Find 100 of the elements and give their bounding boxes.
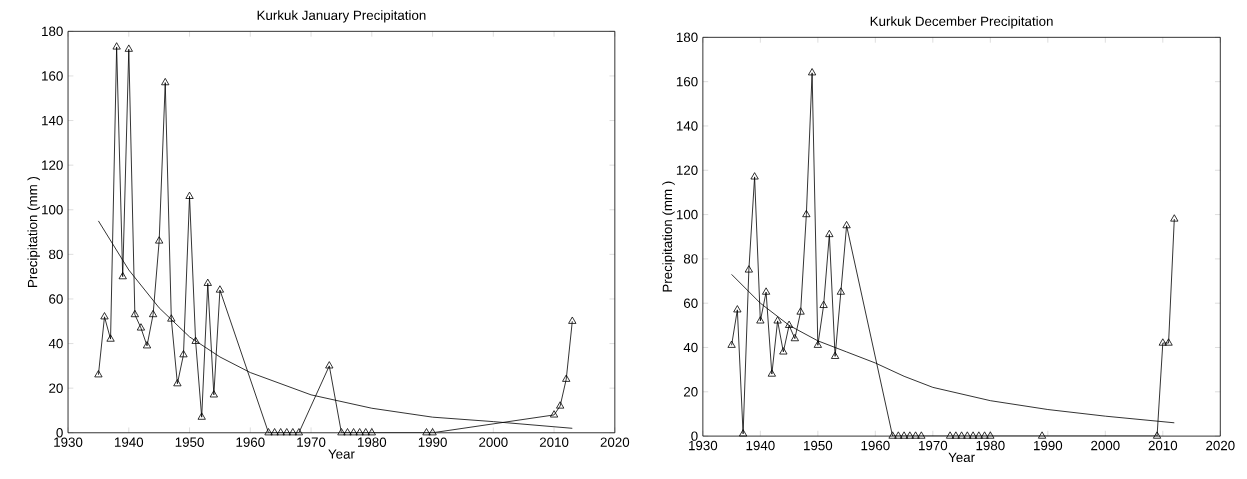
point: [282, 428, 291, 436]
y-tick-label: 120: [676, 165, 698, 176]
point: [549, 410, 559, 418]
point: [264, 428, 273, 436]
point: [957, 431, 966, 439]
point: [831, 351, 840, 359]
point: [361, 428, 370, 436]
x-tick-label: 1990: [418, 437, 447, 448]
point: [191, 336, 200, 344]
point: [813, 340, 822, 348]
point: [727, 340, 736, 348]
point: [1164, 338, 1173, 346]
x-tick-label: 1960: [236, 437, 265, 448]
chart-title: Kurkuk December Precipitation: [870, 16, 1053, 29]
y-tick-label: 160: [42, 71, 63, 81]
x-tick-label: 1950: [175, 437, 204, 448]
x-tick-label: 2020: [600, 437, 630, 448]
y-tick-label: 160: [676, 77, 698, 87]
point: [951, 431, 960, 439]
y-tick-label: 80: [683, 254, 698, 264]
y-tick-label: 40: [683, 342, 698, 353]
point: [106, 334, 115, 342]
point: [288, 428, 297, 436]
x-tick-label: 1940: [746, 440, 775, 451]
point: [100, 312, 109, 320]
point: [825, 229, 834, 238]
point: [556, 401, 565, 409]
y-tick-label: 100: [676, 209, 698, 220]
point: [986, 431, 995, 439]
point: [294, 428, 303, 436]
point: [1152, 431, 1162, 439]
point: [179, 350, 188, 358]
y-axis-title: Precipitation (mm ): [662, 181, 675, 292]
y-tick-label: 60: [49, 294, 63, 304]
point: [130, 310, 139, 318]
y-tick-label: 120: [42, 160, 63, 170]
x-tick-label: 1930: [54, 437, 83, 448]
point: [367, 428, 376, 436]
x-axis-title: Year: [328, 449, 355, 459]
point: [899, 431, 909, 439]
point: [756, 316, 765, 324]
point: [161, 78, 170, 86]
point: [428, 428, 437, 436]
point: [836, 287, 845, 295]
point: [779, 347, 788, 355]
y-tick-label: 80: [49, 249, 63, 260]
point: [343, 428, 352, 436]
point: [276, 428, 285, 436]
point: [337, 428, 346, 436]
x-axis-title: Year: [948, 452, 975, 463]
point: [203, 278, 212, 286]
x-tick-label: 2010: [1148, 440, 1178, 451]
x-tick-label: 1940: [114, 437, 144, 448]
x-tick-label: 1960: [861, 440, 890, 451]
point: [568, 316, 577, 324]
point: [185, 191, 194, 200]
point: [215, 285, 225, 293]
point: [762, 287, 771, 295]
x-tick-label: 2000: [1091, 440, 1120, 451]
point: [270, 428, 279, 436]
point: [917, 431, 926, 439]
x-tick-label: 1950: [804, 440, 833, 451]
point: [739, 429, 748, 437]
x-tick-label: 1980: [976, 440, 1005, 451]
point: [894, 431, 903, 439]
point: [819, 300, 828, 309]
point: [980, 431, 989, 439]
x-tick-label: 1980: [358, 437, 387, 448]
point: [802, 210, 811, 218]
point: [118, 272, 127, 280]
y-tick-label: 40: [48, 338, 63, 349]
point: [155, 236, 164, 244]
point: [842, 221, 851, 229]
point: [968, 431, 978, 439]
point: [974, 431, 983, 439]
point: [167, 314, 176, 322]
point: [136, 323, 146, 331]
point: [808, 68, 817, 76]
x-tick-label: 2010: [539, 437, 569, 448]
point: [209, 390, 218, 398]
x-tick-label: 1970: [297, 437, 326, 448]
point: [945, 431, 955, 439]
y-tick-label: 20: [49, 383, 63, 393]
point: [750, 172, 759, 180]
point: [562, 374, 571, 382]
x-tick-label: 1970: [919, 440, 948, 451]
x-tick-label: 2020: [1206, 440, 1235, 451]
point: [963, 431, 972, 439]
point: [112, 42, 121, 50]
x-tick-label: 1990: [1034, 440, 1063, 451]
point: [785, 320, 794, 328]
point: [773, 316, 782, 324]
point: [94, 370, 103, 378]
point: [349, 428, 358, 436]
point: [355, 428, 364, 436]
point: [1037, 431, 1047, 439]
x-tick-label: 2000: [479, 437, 508, 448]
point: [888, 431, 897, 439]
chart-title: Kurkuk January Precipitation: [257, 10, 426, 23]
point: [325, 361, 334, 369]
